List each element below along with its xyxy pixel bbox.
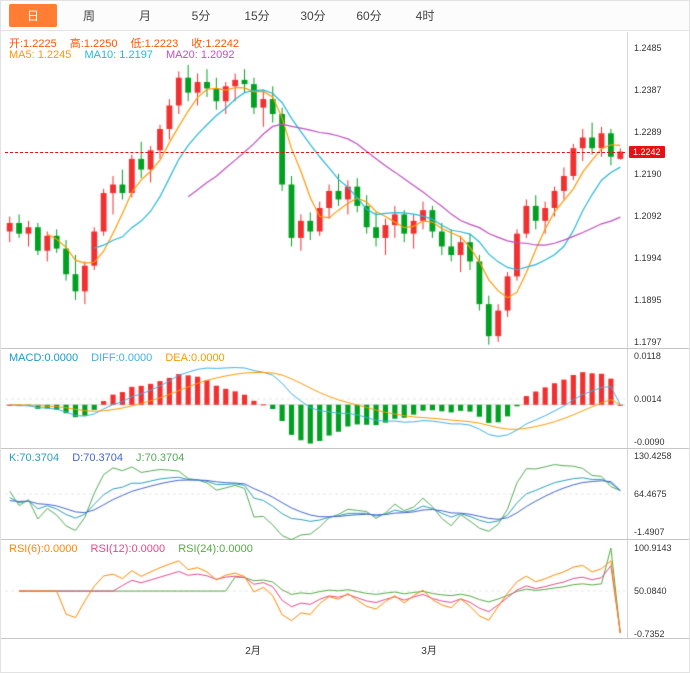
axis-label: 1.2485 — [634, 42, 662, 53]
open-value: 开:1.2225 — [9, 38, 57, 50]
current-price-badge: 1.2242 — [629, 145, 665, 158]
macd-header: MACD:0.0000 DIFF:0.0000 DEA:0.0000 — [9, 352, 235, 364]
tab-month[interactable]: 月 — [138, 9, 151, 23]
tab-15min[interactable]: 15分 — [244, 9, 270, 23]
candlestick-canvas[interactable] — [5, 32, 625, 349]
current-price-line — [5, 151, 625, 153]
d-value: D:70.3704 — [72, 452, 123, 464]
low-value: 低:1.2223 — [130, 38, 179, 50]
close-value: 收:1.2242 — [191, 38, 239, 50]
k-value: K:70.3704 — [9, 452, 60, 464]
kdj-axis: 130.4258 64.4675 -1.4907 — [627, 449, 689, 539]
rsi-panel: RSI(6):0.0000 RSI(12):0.0000 RSI(24):0.0… — [1, 540, 689, 639]
tab-5min[interactable]: 5分 — [191, 9, 211, 23]
time-axis: 2月 3月 — [1, 639, 689, 659]
tab-30min[interactable]: 30分 — [300, 9, 326, 23]
axis-label: 1.2289 — [634, 126, 662, 137]
kdj-canvas[interactable] — [5, 449, 625, 540]
axis-label: 1.1895 — [634, 294, 662, 305]
axis-label: 1.2387 — [634, 84, 662, 95]
ma-header: MA5: 1.2245 MA10: 1.2197 MA20: 1.2092 — [9, 49, 245, 61]
tab-60min[interactable]: 60分 — [356, 9, 382, 23]
macd-value: MACD:0.0000 — [9, 352, 79, 364]
axis-label: -1.4907 — [634, 526, 665, 537]
rsi-canvas[interactable] — [5, 540, 625, 639]
macd-axis: 0.0118 0.0014 -0.0090 — [627, 349, 689, 448]
rsi-axis: 100.9143 50.0840 -0.7352 — [627, 540, 689, 639]
rsi12-value: RSI(12):0.0000 — [90, 543, 166, 555]
timeframe-toolbar: 日 周 月 5分 15分 30分 60分 4时 — [1, 1, 689, 31]
time-axis-label: 3月 — [421, 646, 437, 657]
macd-panel: MACD:0.0000 DIFF:0.0000 DEA:0.0000 0.011… — [1, 349, 689, 449]
price-axis: 1.2242 1.2485 1.2387 1.2289 1.2190 1.2092 1.1… — [627, 32, 689, 348]
macd-canvas[interactable] — [5, 349, 625, 449]
axis-label: 1.1994 — [634, 252, 662, 263]
ma20-value: MA20: 1.2092 — [166, 49, 235, 61]
axis-label: 64.4675 — [634, 488, 667, 499]
kdj-header: K:70.3704 D:70.3704 J:70.3704 — [9, 452, 194, 464]
axis-label: -0.7352 — [634, 628, 665, 639]
main-price-panel: 开:1.2225 高:1.2250 低:1.2223 收:1.2242 MA5:… — [1, 32, 689, 349]
axis-label: 1.1797 — [634, 336, 662, 347]
axis-label: 100.9143 — [634, 543, 672, 554]
axis-label: 1.2092 — [634, 210, 662, 221]
ma5-value: MA5: 1.2245 — [9, 49, 72, 61]
dea-value: DEA:0.0000 — [165, 352, 225, 364]
axis-label: 1.2190 — [634, 168, 662, 179]
axis-label: 0.0118 — [634, 351, 661, 362]
kdj-panel: K:70.3704 D:70.3704 J:70.3704 130.4258 64… — [1, 449, 689, 540]
rsi24-value: RSI(24):0.0000 — [178, 543, 253, 555]
rsi6-value: RSI(6):0.0000 — [9, 543, 78, 555]
axis-label: -0.0090 — [634, 436, 665, 447]
tab-4hour[interactable]: 4时 — [415, 9, 435, 23]
axis-label: 50.0840 — [634, 586, 667, 597]
tab-week[interactable]: 周 — [82, 9, 95, 23]
ohlc-header: 开:1.2225 高:1.2250 低:1.2223 收:1.2242 — [9, 35, 249, 51]
axis-label: 0.0014 — [634, 394, 662, 404]
high-value: 高:1.2250 — [69, 38, 118, 50]
diff-value: DIFF:0.0000 — [91, 352, 153, 364]
time-axis-label: 2月 — [245, 646, 261, 657]
j-value: J:70.3704 — [136, 452, 185, 464]
tab-day[interactable]: 日 — [9, 4, 57, 27]
rsi-header: RSI(6):0.0000 RSI(12):0.0000 RSI(24):0.0… — [9, 543, 263, 555]
ma10-value: MA10: 1.2197 — [84, 49, 153, 61]
axis-label: 130.4258 — [634, 451, 672, 462]
